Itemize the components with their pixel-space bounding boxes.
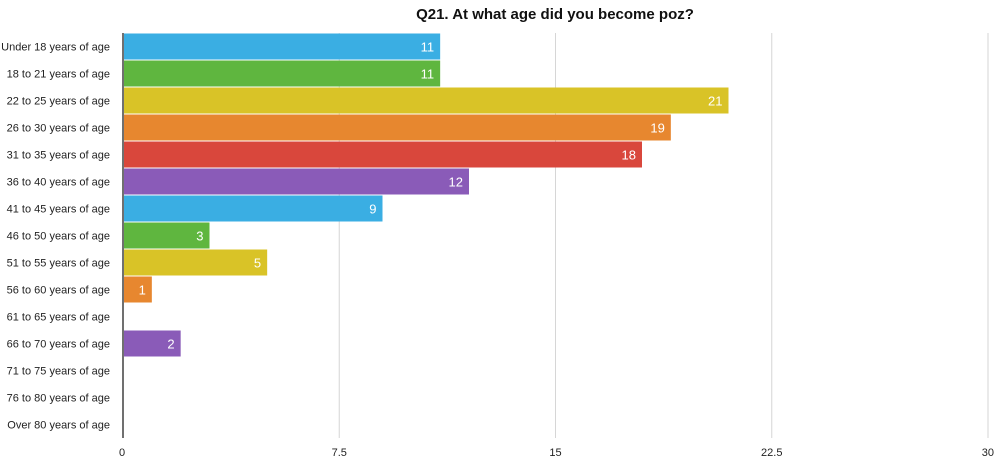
- category-label: Over 80 years of age: [7, 420, 110, 432]
- bar: [124, 87, 729, 114]
- category-labels: Under 18 years of age 18 to 21 years of a…: [1, 42, 110, 432]
- bar-value-label: 19: [650, 121, 664, 136]
- axis: 0 7.5 15 22.5 30: [119, 33, 994, 458]
- bar: [124, 114, 671, 141]
- bar-value-label: 2: [167, 337, 174, 352]
- bar-value-label: 12: [449, 175, 463, 190]
- category-label: 36 to 40 years of age: [7, 177, 110, 189]
- bar-value-label: 11: [421, 40, 435, 55]
- bar-value-label: 3: [196, 229, 203, 244]
- category-label: Under 18 years of age: [1, 42, 110, 54]
- category-label: 26 to 30 years of age: [7, 123, 110, 135]
- bar: [124, 60, 441, 87]
- chart-title: Q21. At what age did you become poz?: [416, 6, 694, 23]
- category-label: 31 to 35 years of age: [7, 150, 110, 162]
- category-label: 61 to 65 years of age: [7, 312, 110, 324]
- x-tick-label: 22.5: [761, 447, 782, 458]
- bar: [124, 168, 469, 195]
- bar: [124, 33, 441, 60]
- bar: [124, 195, 383, 222]
- bar: [124, 276, 152, 303]
- bar-value-label: 11: [421, 67, 435, 82]
- category-label: 41 to 45 years of age: [7, 204, 110, 216]
- category-label: 71 to 75 years of age: [7, 366, 110, 378]
- bar: [124, 141, 642, 168]
- bar-value-label: 5: [254, 256, 261, 271]
- category-label: 76 to 80 years of age: [7, 393, 110, 405]
- bar: [124, 249, 268, 276]
- bar: [124, 222, 210, 249]
- x-tick-label: 0: [119, 447, 125, 458]
- bar-value-label: 1: [139, 283, 146, 298]
- x-tick-label: 15: [549, 447, 561, 458]
- x-tick-label: 30: [982, 447, 994, 458]
- bar-value-label: 9: [369, 202, 376, 217]
- bar-value-label: 21: [708, 94, 722, 109]
- x-tick-label: 7.5: [332, 447, 347, 458]
- category-label: 22 to 25 years of age: [7, 96, 110, 108]
- category-label: 46 to 50 years of age: [7, 231, 110, 243]
- category-label: 18 to 21 years of age: [7, 69, 110, 81]
- category-label: 66 to 70 years of age: [7, 339, 110, 351]
- category-label: 51 to 55 years of age: [7, 258, 110, 270]
- category-label: 56 to 60 years of age: [7, 285, 110, 297]
- bar-value-label: 18: [622, 148, 636, 163]
- bar: [124, 330, 181, 357]
